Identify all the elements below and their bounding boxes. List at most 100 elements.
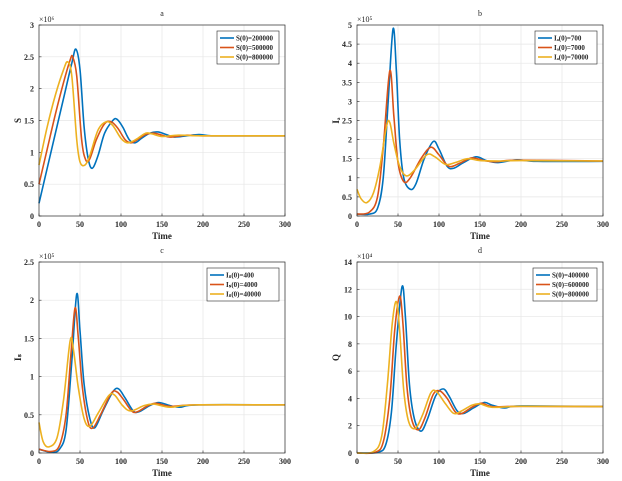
y-tick-label: 5 (348, 21, 352, 30)
legend-label-3: S(0)=800000 (236, 54, 274, 62)
y-exponent-label: ×10⁵ (357, 15, 373, 24)
legend-label-1: S(0)=400000 (552, 272, 590, 280)
subplot-b: 0 50 100 150 200 250 300 0 0.5 1 1.5 2 2.5 3 3.5 4 4.5 5 b… (331, 9, 609, 241)
y-tick-label: 3 (348, 97, 352, 106)
axes-box (356, 24, 604, 217)
x-tick-label: 250 (556, 220, 568, 229)
x-tick-label: 150 (156, 457, 168, 466)
y-axis-label: Iₐ (331, 117, 341, 124)
x-tick-label: 0 (355, 220, 359, 229)
y-tick-label: 2.5 (24, 258, 34, 267)
x-tick-label: 100 (433, 457, 445, 466)
legend-label-2: Iₐ(0)=7000 (554, 44, 585, 52)
axes-box (356, 261, 604, 454)
series-line-1 (356, 285, 604, 454)
y-tick-label: 6 (348, 367, 352, 376)
series-line-3 (38, 60, 286, 167)
x-tick-label: 200 (197, 457, 209, 466)
y-tick-label: 14 (344, 258, 352, 267)
x-axis-label: Time (470, 468, 490, 478)
x-axis-label: Time (152, 231, 172, 241)
y-axis-label: S (13, 118, 23, 123)
x-tick-label: 0 (37, 220, 41, 229)
subplot-title: d (478, 246, 482, 255)
y-axis-label: Q (331, 354, 341, 361)
y-tick-label: 12 (344, 285, 352, 294)
x-tick-label: 200 (515, 457, 527, 466)
legend-label-2: Iₛ(0)=4000 (226, 281, 258, 289)
x-tick-label: 200 (197, 220, 209, 229)
axes-box (38, 24, 286, 217)
y-tick-label: 3.5 (342, 78, 352, 87)
legend-label-1: S(0)=200000 (236, 35, 274, 43)
x-tick-label: 250 (238, 220, 250, 229)
y-tick-label: 1 (30, 148, 34, 157)
y-tick-label: 2 (348, 422, 352, 431)
x-tick-label: 200 (515, 220, 527, 229)
y-exponent-label: ×10⁴ (357, 252, 373, 261)
legend-label-1: Iₛ(0)=400 (226, 272, 254, 280)
x-tick-label: 300 (279, 220, 291, 229)
y-tick-label: 2 (30, 296, 34, 305)
legend-label-2: S(0)=600000 (552, 281, 590, 289)
y-tick-label: 0.5 (24, 180, 34, 189)
series-line-2 (38, 307, 286, 453)
y-tick-label: 0.5 (24, 411, 34, 420)
y-tick-label: 0 (30, 212, 34, 221)
x-tick-label: 300 (597, 457, 609, 466)
x-tick-label: 250 (556, 457, 568, 466)
y-tick-label: 10 (344, 313, 352, 322)
x-tick-label: 150 (474, 220, 486, 229)
subplot-c: 0 50 100 150 200 250 300 0 0.5 1 1.5 2 2.5 c Time Iₛ ×10… (13, 246, 291, 478)
axes-box (38, 261, 286, 454)
y-tick-label: 2.5 (342, 117, 352, 126)
y-tick-label: 2 (348, 136, 352, 145)
y-tick-label: 1 (30, 373, 34, 382)
legend-label-3: Iₐ(0)=70000 (554, 54, 589, 62)
y-tick-label: 1.5 (24, 117, 34, 126)
subplot-title: c (160, 246, 164, 255)
series-line-3 (38, 336, 286, 448)
x-tick-label: 50 (76, 220, 84, 229)
x-tick-label: 150 (474, 457, 486, 466)
y-tick-label: 4 (348, 394, 352, 403)
x-tick-label: 250 (238, 457, 250, 466)
x-tick-label: 300 (597, 220, 609, 229)
y-tick-label: 1.5 (24, 334, 34, 343)
y-tick-label: 1.5 (342, 155, 352, 164)
x-tick-label: 50 (394, 457, 402, 466)
x-tick-label: 100 (115, 457, 127, 466)
subplot-title: b (478, 9, 482, 18)
x-tick-label: 50 (76, 457, 84, 466)
y-tick-label: 2 (30, 85, 34, 94)
y-axis-label: Iₛ (13, 353, 23, 361)
legend-label-3: Iₛ(0)=40000 (226, 291, 261, 299)
series-line-3 (356, 300, 604, 455)
y-tick-label: 4.5 (342, 40, 352, 49)
x-tick-label: 100 (433, 220, 445, 229)
x-tick-label: 0 (355, 457, 359, 466)
y-tick-label: 2.5 (24, 53, 34, 62)
subplot-d: 0 50 100 150 200 250 300 0 2 4 6 8 10 12 14 d Time Q ×10⁴ S… (331, 246, 609, 478)
x-tick-label: 50 (394, 220, 402, 229)
subplot-a: 0 50 100 150 200 250 300 0 0.5 1 1.5 2 2.5 3 a Time S ×10… (13, 9, 291, 241)
legend-label-3: S(0)=800000 (552, 291, 590, 299)
series-line-3 (356, 119, 604, 204)
y-exponent-label: ×10⁵ (39, 252, 55, 261)
x-axis-label: Time (152, 468, 172, 478)
x-tick-label: 0 (37, 457, 41, 466)
y-tick-label: 4 (348, 59, 352, 68)
y-tick-label: 1 (348, 174, 352, 183)
y-tick-label: 8 (348, 340, 352, 349)
x-tick-label: 300 (279, 457, 291, 466)
x-tick-label: 100 (115, 220, 127, 229)
y-tick-label: 0 (30, 449, 34, 458)
x-axis-label: Time (470, 231, 490, 241)
y-tick-label: 3 (30, 21, 34, 30)
legend-label-2: S(0)=500000 (236, 44, 274, 52)
